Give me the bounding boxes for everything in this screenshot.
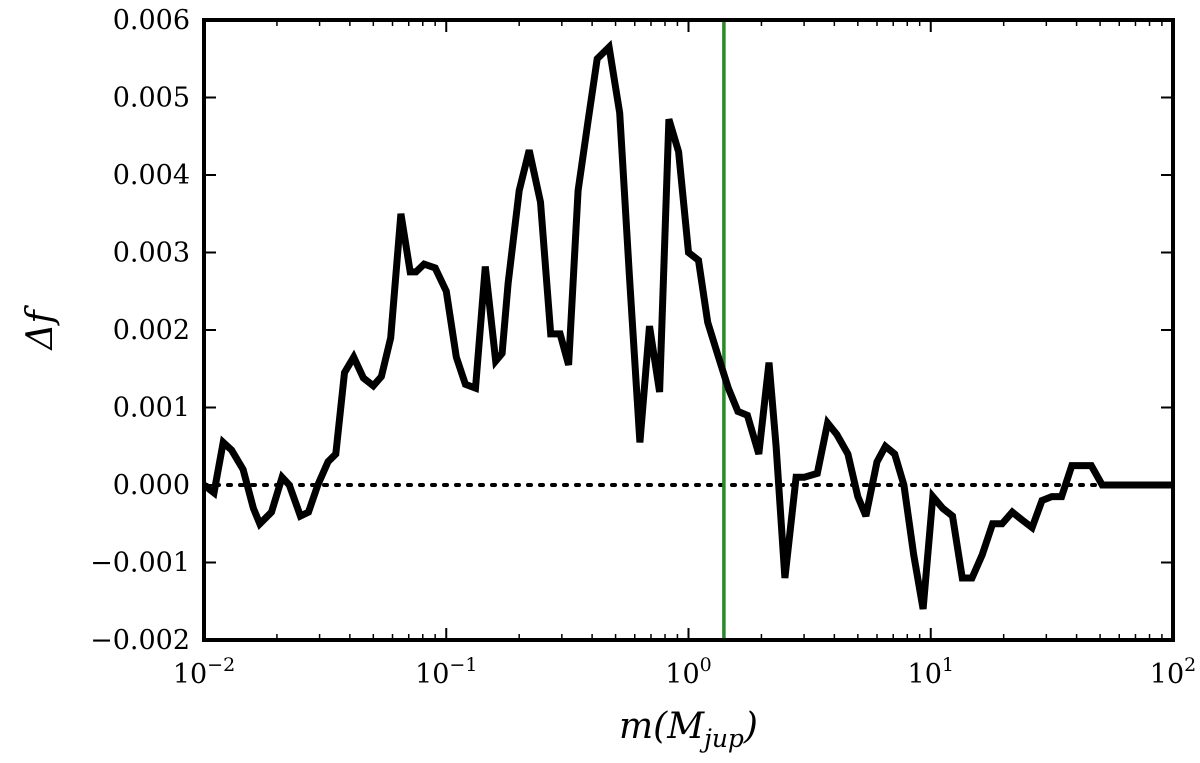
y-tick-label: 0.005 [113,83,190,114]
y-tick-label: 0.001 [113,393,190,424]
y-tick-label: 0.006 [113,5,190,36]
x-axis-label-sub: jup [699,724,744,753]
y-tick-label: 0.004 [113,160,190,191]
axis-ticks [203,19,1174,641]
y-tick-label: −0.001 [90,548,190,579]
reference-lines [202,20,1175,640]
x-axis-label-main: m(M [619,706,705,747]
tick-labels: −0.002 −0.001 0.000 0.001 0.002 0.003 0.004 0.0… [90,5,1196,690]
x-tick-label: 101 [908,654,954,690]
x-tick-label: 10−1 [415,654,477,690]
y-tick-label: 0.000 [113,470,190,501]
series-layer [201,39,1173,610]
x-tick-label: 10−2 [173,654,235,690]
x-tick-label: 100 [665,654,711,690]
x-axis-label: m(Mjup) [619,706,758,753]
y-tick-label: 0.002 [113,315,190,346]
y-tick-label: −0.002 [90,625,190,656]
plot-frame [202,18,1175,642]
x-axis-label-close: ) [743,706,758,747]
x-tick-label: 102 [1150,654,1196,690]
y-tick-label: 0.003 [113,238,190,269]
series-line [201,39,1173,610]
y-axis-label: Δf [20,305,61,352]
